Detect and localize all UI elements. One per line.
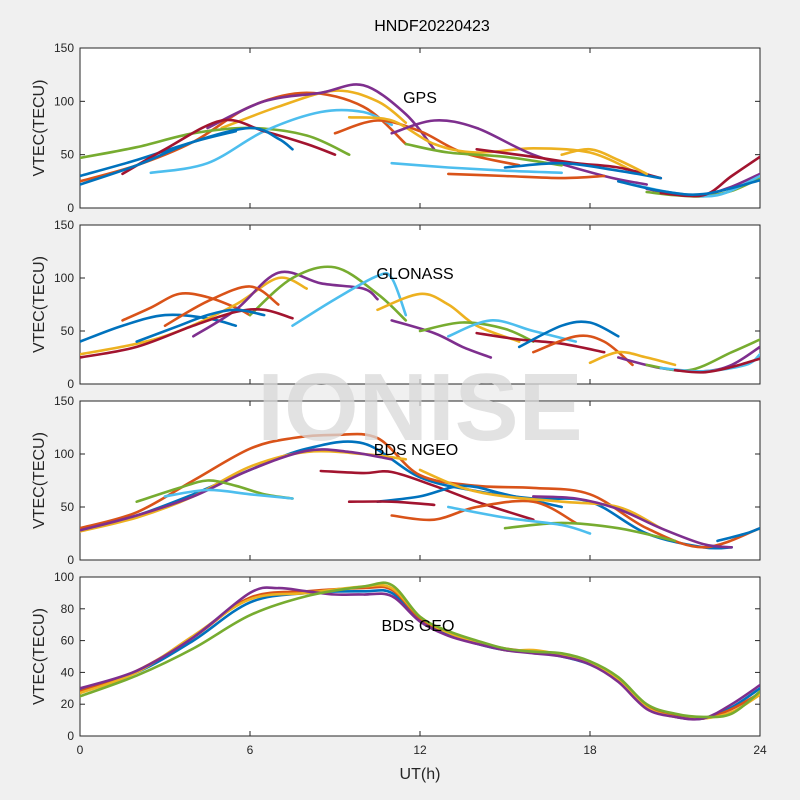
series-line — [80, 581, 760, 719]
watermark-text: IONISE — [257, 354, 582, 461]
y-tick-label: 100 — [54, 447, 74, 461]
y-tick-label: 100 — [54, 271, 74, 285]
y-tick-label: 50 — [61, 324, 75, 338]
series-group — [80, 432, 760, 550]
x-tick-label: 0 — [77, 743, 84, 757]
series-line — [80, 432, 760, 549]
series-line — [673, 357, 760, 374]
chart-title: HNDF20220423 — [374, 18, 490, 35]
series-line — [517, 320, 620, 349]
y-tick-label: 100 — [54, 570, 74, 584]
y-axis-label: VTEC(TECU) — [31, 80, 48, 177]
y-tick-label: 60 — [61, 634, 75, 648]
series-line — [80, 448, 393, 532]
series-line — [390, 499, 578, 525]
y-tick-label: 50 — [61, 500, 75, 514]
series-line — [248, 265, 408, 322]
series-line — [532, 334, 634, 367]
series-group — [80, 581, 760, 721]
series-line — [220, 89, 408, 130]
panel-axes-box — [79, 47, 761, 209]
x-tick-label: 24 — [753, 743, 767, 757]
series-line — [390, 161, 563, 175]
series-line — [80, 307, 294, 359]
y-tick-label: 0 — [67, 377, 74, 391]
panel-label: GPS — [403, 90, 437, 107]
series-line — [347, 500, 436, 507]
series-line — [503, 521, 677, 543]
series-line — [206, 83, 436, 151]
series-line — [80, 586, 760, 721]
series-line — [291, 271, 408, 327]
y-tick-label: 150 — [54, 41, 74, 55]
series-line — [80, 126, 351, 160]
series-line — [588, 350, 677, 367]
series-line — [404, 142, 563, 167]
series-line — [560, 147, 648, 176]
y-tick-label: 0 — [67, 553, 74, 567]
series-line — [80, 276, 308, 356]
series-line — [135, 308, 266, 343]
y-axis-label: VTEC(TECU) — [31, 608, 48, 705]
series-group — [80, 83, 760, 198]
series-line — [716, 526, 760, 543]
series-line — [319, 469, 535, 521]
series-line — [447, 319, 578, 343]
y-tick-label: 0 — [67, 201, 74, 215]
y-tick-label: 20 — [61, 697, 75, 711]
series-line — [659, 155, 760, 198]
y-tick-label: 50 — [61, 148, 75, 162]
panel-label: GLONASS — [376, 266, 453, 283]
series-line — [80, 126, 294, 186]
y-tick-label: 80 — [61, 602, 75, 616]
panels-group: 0 50 100 150 VTEC(TECU) GPS 0 50 100 150 VTEC(TECU… — [31, 41, 767, 757]
series-line — [333, 119, 521, 167]
x-axis-label: UT(h) — [400, 766, 441, 783]
y-tick-label: 150 — [54, 394, 74, 408]
x-tick-label: 12 — [413, 743, 427, 757]
series-line — [418, 321, 535, 343]
series-line — [163, 285, 280, 327]
series-line — [532, 495, 733, 549]
y-tick-label: 0 — [67, 729, 74, 743]
series-line — [390, 319, 493, 359]
series-line — [163, 488, 294, 500]
x-tick-label: 18 — [583, 743, 597, 757]
panel-2: 0 50 100 150 VTEC(TECU) GLONASS — [31, 218, 761, 391]
panel-3: 0 50 100 150 VTEC(TECU) BDS NGEO — [31, 394, 761, 567]
panel-1: 0 50 100 150 VTEC(TECU) GPS — [31, 41, 761, 215]
y-axis-label: VTEC(TECU) — [31, 256, 48, 353]
panel-label: BDS GEO — [382, 618, 455, 635]
series-line — [149, 108, 393, 175]
series-line — [347, 116, 634, 172]
panel-label: BDS NGEO — [374, 442, 458, 459]
series-line — [418, 468, 663, 530]
y-tick-label: 150 — [54, 218, 74, 232]
x-tick-label: 6 — [247, 743, 254, 757]
series-line — [503, 161, 663, 180]
series-group — [80, 265, 760, 374]
series-line — [475, 331, 606, 354]
series-line — [376, 292, 521, 343]
y-axis-label: VTEC(TECU) — [31, 432, 48, 529]
series-line — [447, 505, 592, 535]
panel-4: 0 20 40 60 80 100 0 6 12 18 24 VTEC(TECU) BDS GEO — [31, 570, 767, 757]
y-tick-label: 100 — [54, 94, 74, 108]
series-line — [390, 119, 648, 186]
y-tick-label: 40 — [61, 665, 75, 679]
series-line — [121, 118, 337, 176]
series-line — [617, 179, 760, 196]
series-line — [447, 172, 606, 180]
